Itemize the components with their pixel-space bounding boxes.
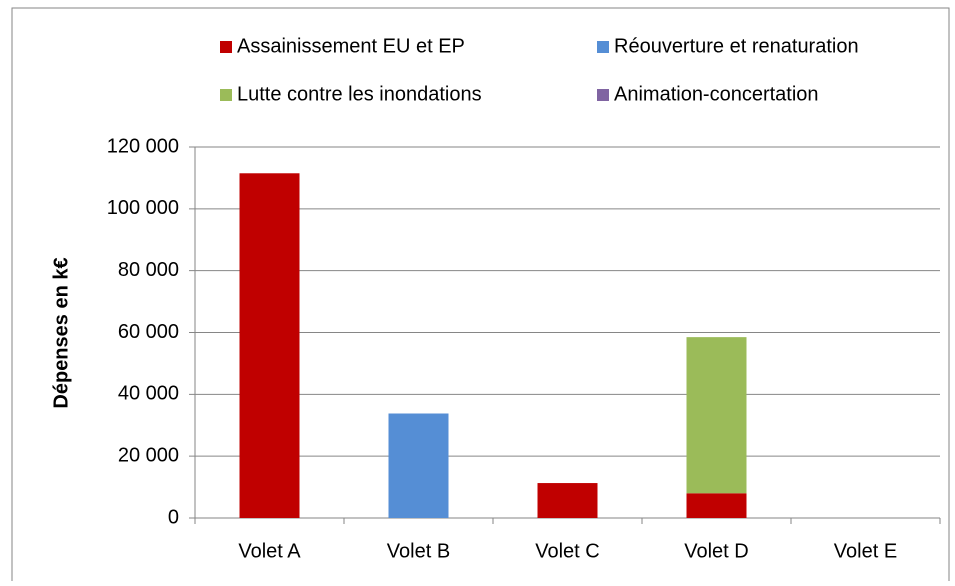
y-tick-label: 100 000	[107, 197, 179, 219]
chart-border	[11, 7, 950, 586]
x-tick-label: Volet A	[238, 540, 301, 562]
x-tick-label: Volet D	[684, 540, 748, 562]
legend-swatch	[597, 41, 609, 53]
x-tick-label: Volet C	[535, 540, 599, 562]
bar-segment	[239, 173, 300, 518]
legend-label: Assainissement EU et EP	[237, 35, 465, 57]
x-tick-label: Volet E	[834, 540, 897, 562]
y-axis-label: Dépenses en k€	[50, 257, 72, 408]
legend-label: Réouverture et renaturation	[614, 35, 859, 57]
bar-segment	[686, 337, 747, 494]
legend-label: Animation-concertation	[614, 83, 819, 105]
legend-swatch	[597, 89, 609, 101]
y-tick-label: 80 000	[118, 259, 179, 281]
y-tick-label: 120 000	[107, 135, 179, 157]
y-tick-label: 20 000	[118, 444, 179, 466]
y-tick-label: 60 000	[118, 321, 179, 343]
bar-segment	[388, 413, 449, 518]
bar-segment	[686, 493, 747, 518]
legend-swatch	[220, 89, 232, 101]
legend-label: Lutte contre les inondations	[237, 83, 482, 105]
legend-swatch	[220, 41, 232, 53]
y-tick-label: 0	[168, 506, 179, 528]
x-tick-label: Volet B	[387, 540, 450, 562]
bar-segment	[537, 483, 598, 518]
y-tick-label: 40 000	[118, 383, 179, 405]
